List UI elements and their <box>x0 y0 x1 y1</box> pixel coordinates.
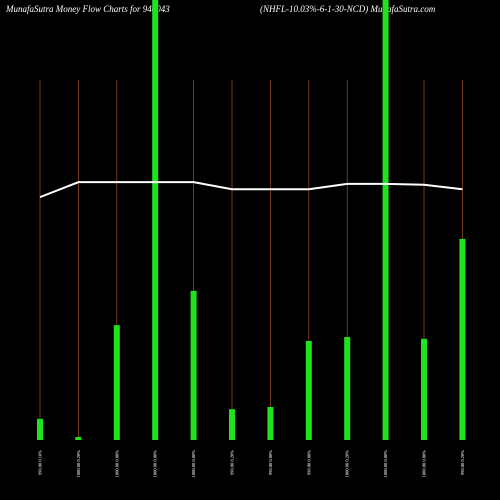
bar <box>75 436 82 440</box>
bar <box>152 0 159 440</box>
price-line <box>39 181 463 199</box>
x-tick-label: 1000.00 0.00% <box>383 450 388 478</box>
x-tick-label: 1000.00 0.00% <box>191 450 196 478</box>
bar <box>190 290 197 440</box>
bar <box>229 409 235 440</box>
bar <box>305 341 312 440</box>
chart-subtitle: (NHFL-10.03%-6-1-30-NCD) MunafaSutra.com <box>260 4 436 14</box>
x-tick-label: 998.00 0.20% <box>230 450 235 475</box>
x-tick-label: 1000.00 0.00% <box>422 450 427 478</box>
x-tick-label: 1000.00 0.00% <box>114 450 119 478</box>
bar <box>344 337 351 440</box>
x-tick-label: 998.00 0.20% <box>460 450 465 475</box>
x-tick-label: 998.00 0.00% <box>268 450 273 475</box>
x-tick-label: 998.00 0.18% <box>38 450 43 475</box>
x-tick-label: 1000.00 0.00% <box>153 450 158 478</box>
x-tick-label: 1000.00 0.20% <box>345 450 350 478</box>
bar <box>421 338 427 440</box>
x-tick-label: 998.00 0.00% <box>306 450 311 475</box>
bar <box>113 325 120 440</box>
x-tick-label: 1000.00 0.20% <box>76 450 81 478</box>
chart-title: MunafaSutra Money Flow Charts for 940043 <box>5 4 170 14</box>
bar <box>267 407 274 440</box>
bar <box>459 238 466 440</box>
bar <box>382 0 389 440</box>
bar <box>37 418 43 440</box>
